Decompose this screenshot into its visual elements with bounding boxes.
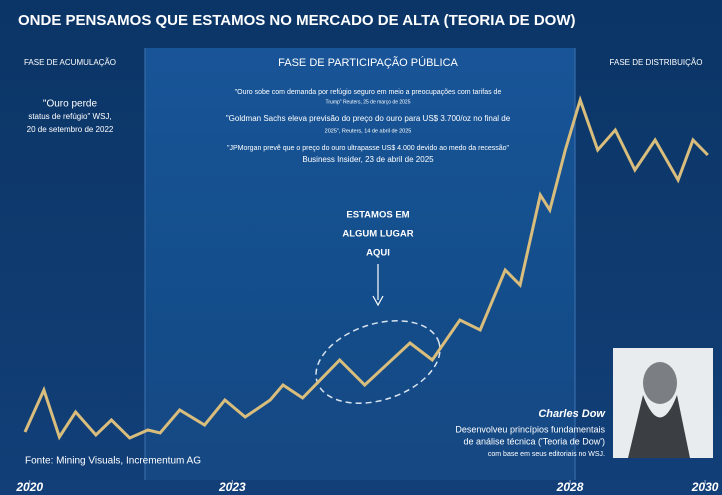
quote-text: Business Insider, 23 de abril de 2025 [302,155,434,164]
x-tick-label: 2030 [691,480,719,494]
x-tick-label: 2020 [15,480,43,494]
quote-text: "Goldman Sachs eleva previsão do preço d… [226,114,511,123]
source: Fonte: Mining Visuals, Incrementum AG [25,456,201,467]
x-tick-label: 2023 [218,480,246,494]
portrait-body [628,395,690,458]
dow-caption: Desenvolveu princípios fundamentais [455,424,605,434]
quote-text: 2025", Reuters, 14 de abril de 2025 [325,128,412,134]
quote-text: "JPMorgan prevê que o preço do ouro ultr… [227,145,510,152]
quote-text: 20 de setembro de 2022 [27,125,114,134]
annotation: AQUI [366,248,390,259]
portrait [613,348,713,458]
portrait-head [643,362,677,404]
dow-caption: de análise técnica ('Teoria de Dow') [463,436,605,446]
quote-text: Trump" Reuters, 25 de março de 2025 [326,99,411,105]
annotation: ALGUM LUGAR [342,229,413,240]
x-tick-label: 2028 [556,480,584,494]
dow-caption: com base em seus editoriais no WSJ. [488,451,605,458]
phase-label: FASE DE PARTICIPAÇÃO PÚBLICA [278,56,458,69]
quote-text: "Ouro sobe com demanda por refúgio segur… [235,89,502,96]
chart-title: ONDE PENSAMOS QUE ESTAMOS NO MERCADO DE … [18,12,576,29]
quote-text: "Ouro perde [43,99,98,110]
annotation: ESTAMOS EM [346,210,409,221]
phase-band [145,48,575,480]
phase-label: FASE DE ACUMULAÇÃO [24,58,116,67]
phase-label: FASE DE DISTRIBUIÇÃO [610,58,703,67]
quote-text: status de refúgio" WSJ, [28,112,111,121]
arrow-head [372,295,384,307]
price-line [23,95,709,441]
dow-name: Charles Dow [538,408,606,420]
